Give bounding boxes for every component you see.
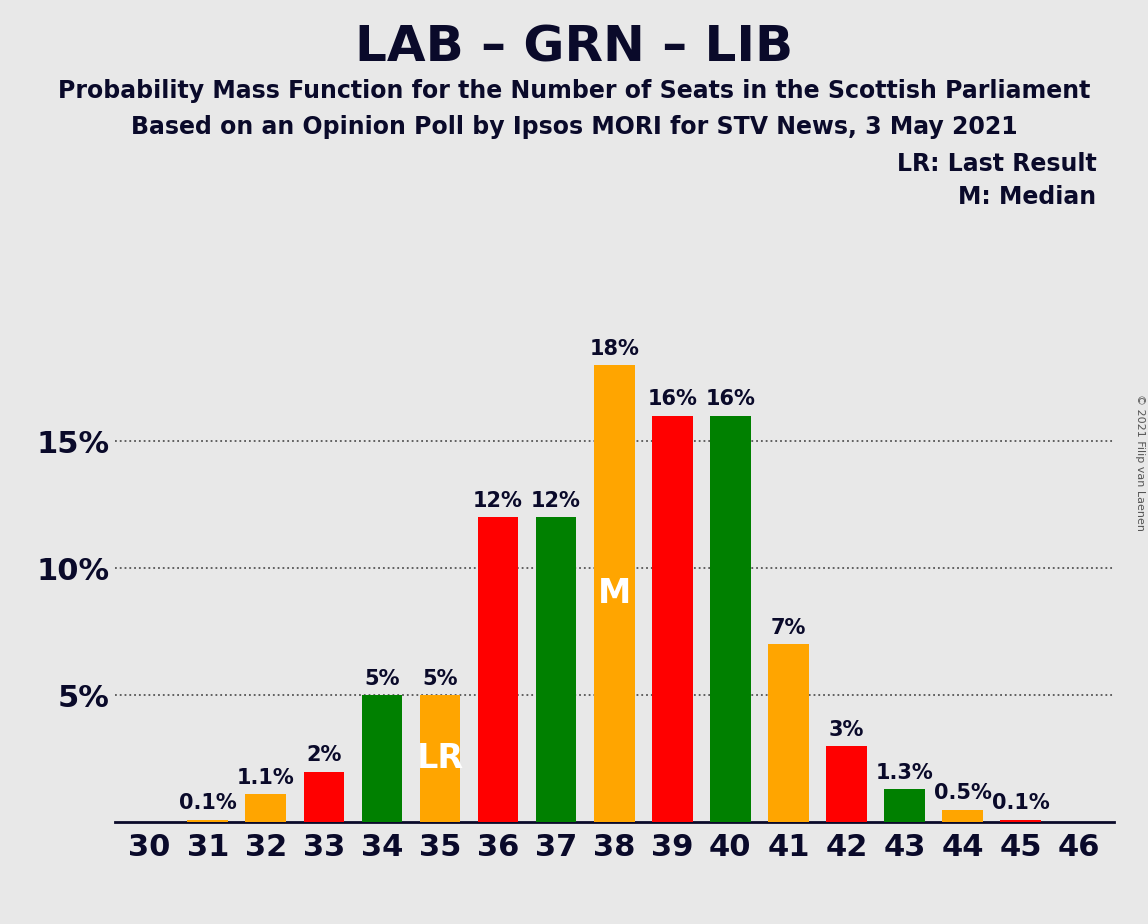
Bar bbox=[1000, 820, 1041, 822]
Bar bbox=[420, 695, 460, 822]
Text: Probability Mass Function for the Number of Seats in the Scottish Parliament: Probability Mass Function for the Number… bbox=[57, 79, 1091, 103]
Bar bbox=[827, 747, 867, 822]
Text: M: Median: M: Median bbox=[959, 185, 1096, 209]
Bar bbox=[709, 416, 751, 822]
Text: 12%: 12% bbox=[473, 491, 523, 511]
Text: 0.1%: 0.1% bbox=[179, 794, 236, 813]
Bar bbox=[768, 645, 808, 822]
Text: 1.3%: 1.3% bbox=[876, 763, 933, 783]
Bar bbox=[884, 789, 925, 822]
Text: 5%: 5% bbox=[422, 669, 458, 689]
Text: LAB – GRN – LIB: LAB – GRN – LIB bbox=[355, 23, 793, 71]
Text: 5%: 5% bbox=[364, 669, 400, 689]
Bar bbox=[187, 820, 228, 822]
Text: © 2021 Filip van Laenen: © 2021 Filip van Laenen bbox=[1135, 394, 1145, 530]
Bar bbox=[943, 809, 983, 822]
Bar bbox=[478, 517, 519, 822]
Bar bbox=[303, 772, 344, 822]
Text: 0.1%: 0.1% bbox=[992, 794, 1049, 813]
Text: LR: LR bbox=[417, 742, 464, 775]
Text: 12%: 12% bbox=[532, 491, 581, 511]
Text: 3%: 3% bbox=[829, 720, 864, 740]
Text: M: M bbox=[598, 578, 630, 610]
Text: 7%: 7% bbox=[770, 618, 806, 638]
Bar bbox=[536, 517, 576, 822]
Text: Based on an Opinion Poll by Ipsos MORI for STV News, 3 May 2021: Based on an Opinion Poll by Ipsos MORI f… bbox=[131, 115, 1017, 139]
Bar bbox=[594, 365, 635, 822]
Bar bbox=[246, 795, 286, 822]
Text: LR: Last Result: LR: Last Result bbox=[897, 152, 1096, 176]
Text: 0.5%: 0.5% bbox=[933, 784, 992, 803]
Text: 18%: 18% bbox=[589, 338, 639, 359]
Text: 16%: 16% bbox=[647, 389, 697, 409]
Text: 16%: 16% bbox=[705, 389, 755, 409]
Bar bbox=[652, 416, 692, 822]
Text: 2%: 2% bbox=[307, 745, 342, 765]
Bar bbox=[362, 695, 402, 822]
Text: 1.1%: 1.1% bbox=[236, 768, 295, 788]
